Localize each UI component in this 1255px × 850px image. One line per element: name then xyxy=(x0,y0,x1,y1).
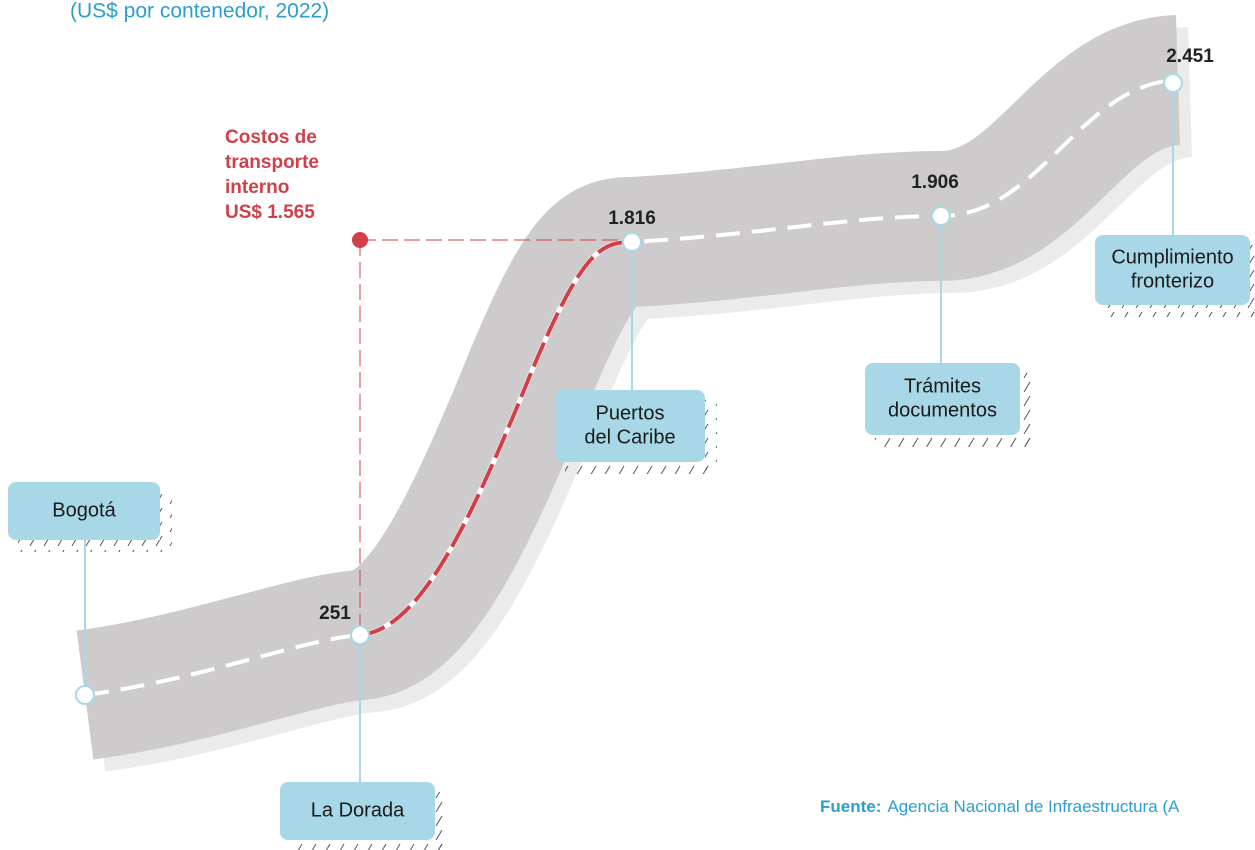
node-label: Bogotá xyxy=(52,499,116,521)
label-hatch xyxy=(18,540,170,552)
label-hatch xyxy=(565,462,715,474)
node-label: Trámites xyxy=(904,375,981,397)
source: Fuente: Agencia Nacional de Infraestructu… xyxy=(820,797,1180,816)
node-label: Puertos xyxy=(596,402,665,424)
node-point xyxy=(1163,73,1183,93)
source-prefix: Fuente: xyxy=(820,797,881,816)
node-label: Cumplimiento xyxy=(1111,246,1233,268)
node-point xyxy=(350,625,370,645)
label-box xyxy=(865,363,1020,435)
node-label: del Caribe xyxy=(584,426,675,448)
label-hatch-side xyxy=(1250,245,1255,315)
label-hatch-side xyxy=(160,492,172,550)
node-point xyxy=(931,206,951,226)
label-box xyxy=(555,390,705,462)
annotation-line: interno xyxy=(225,177,289,198)
annotation-line: transporte xyxy=(225,152,319,173)
node-value: 1.816 xyxy=(608,208,656,229)
node-label: La Dorada xyxy=(311,799,405,821)
node-value: 251 xyxy=(319,603,351,624)
label-hatch xyxy=(290,840,445,850)
node-value: 2.451 xyxy=(1166,46,1214,67)
label-hatch xyxy=(875,435,1030,447)
node-label: fronterizo xyxy=(1131,270,1214,292)
annotation-guides xyxy=(352,232,625,628)
label-hatch-side xyxy=(435,792,447,850)
source-text: Agencia Nacional de Infraestructura (A xyxy=(887,797,1180,816)
annotation-line: US$ 1.565 xyxy=(225,202,315,223)
annotation-line: Costos de xyxy=(225,127,317,148)
annotation: Costos de transporte interno US$ 1.565 xyxy=(225,127,319,223)
label-hatch-side xyxy=(1020,373,1032,445)
node-label: documentos xyxy=(888,399,997,421)
label-hatch-side xyxy=(705,400,717,472)
road xyxy=(76,15,1197,772)
node-point xyxy=(622,232,642,252)
label-box xyxy=(1095,235,1250,305)
node-value: 1.906 xyxy=(911,172,959,193)
label-box xyxy=(280,782,435,840)
label-box xyxy=(8,482,160,540)
subtitle: (US$ por contenedor, 2022) xyxy=(70,0,329,23)
node-point xyxy=(75,685,95,705)
label-hatch xyxy=(1105,305,1255,317)
